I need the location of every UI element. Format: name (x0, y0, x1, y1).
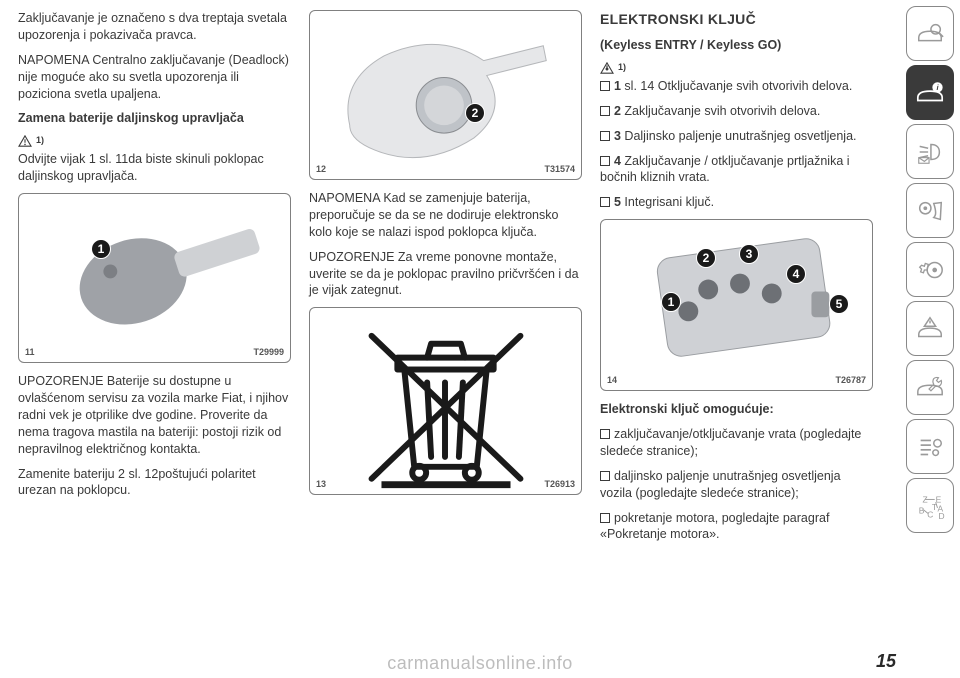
paragraph: Odvijte vijak 1 sl. 11da biste skinuli p… (18, 151, 291, 185)
list-item: 4 Zaključavanje / otključavanje prtljažn… (600, 153, 873, 187)
headlight-icon (915, 137, 945, 167)
paragraph: NAPOMENA Centralno zaključavanje (Deadlo… (18, 52, 291, 103)
list-item: 5 Integrisani ključ. (600, 194, 873, 211)
figure-11: 1 11 T29999 (18, 193, 291, 363)
sidebar-tab-inspect[interactable] (906, 6, 954, 61)
paragraph: NAPOMENA Kad se zamenjuje baterija, prep… (309, 190, 582, 241)
item-num: 5 (614, 195, 621, 209)
bullet-square-icon (600, 81, 610, 91)
bullet-square-icon (600, 471, 610, 481)
item-text: Daljinsko paljenje unutrašnjeg osvetljen… (621, 129, 857, 143)
figure-number: 13 (316, 478, 326, 490)
bullet-square-icon (600, 429, 610, 439)
car-magnifier-icon (915, 19, 945, 49)
warning-triangle-icon (18, 135, 32, 147)
figure-number: 14 (607, 374, 617, 386)
airbag-seat-icon (915, 196, 945, 226)
warning-ref: 1) (18, 135, 291, 147)
figure-code: T29999 (253, 346, 284, 358)
item-text: daljinsko paljenje unutrašnjeg osvetljen… (600, 469, 841, 500)
paragraph: Zaključavanje je označeno s dva treptaja… (18, 10, 291, 44)
item-text: Zaključavanje / otključavanje prtljažnik… (600, 154, 850, 185)
bullet-square-icon (600, 513, 610, 523)
sidebar-tab-safety[interactable] (906, 183, 954, 238)
list-item: zaključavanje/otključavanje vrata (pogle… (600, 426, 873, 460)
warning-ref: 1) (600, 62, 873, 74)
callout-2: 2 (465, 103, 485, 123)
sidebar-nav: i Z E B A C D T (906, 6, 954, 533)
figure-code: T26787 (835, 374, 866, 386)
subheading-keyless: (Keyless ENTRY / Keyless GO) (600, 37, 873, 54)
item-num: 3 (614, 129, 621, 143)
figure-13: 13 T26913 (309, 307, 582, 495)
figure-code: T31574 (544, 163, 575, 175)
sidebar-tab-driving[interactable] (906, 242, 954, 297)
paragraph: UPOZORENJE Za vreme ponovne montaže, uve… (309, 249, 582, 300)
watermark: carmanualsonline.info (0, 653, 960, 674)
figure-number: 12 (316, 163, 326, 175)
bullet-square-icon (600, 156, 610, 166)
sidebar-tab-lights[interactable] (906, 124, 954, 179)
sidebar-tab-info[interactable]: i (906, 65, 954, 120)
list-item: daljinsko paljenje unutrašnjeg osvetljen… (600, 468, 873, 502)
car-warning-icon (915, 314, 945, 344)
item-text: pokretanje motora, pogledajte paragraf «… (600, 511, 829, 542)
callout-1: 1 (91, 239, 111, 259)
list-gear-icon (915, 432, 945, 462)
sidebar-tab-warning[interactable] (906, 301, 954, 356)
key-wheel-icon (915, 255, 945, 285)
list-item: 3 Daljinsko paljenje unutrašnjeg osvetlj… (600, 128, 873, 145)
list-item: pokretanje motora, pogledajte paragraf «… (600, 510, 873, 544)
figure-13-svg (310, 308, 581, 495)
sidebar-tab-index[interactable]: Z E B A C D T (906, 478, 954, 533)
column-3: ELEKTRONSKI KLJUČ (Keyless ENTRY / Keyle… (600, 10, 873, 640)
figure-11-svg (19, 194, 290, 363)
page-number: 15 (876, 651, 896, 672)
paragraph: Zamenite bateriju 2 sl. 12poštujući pola… (18, 466, 291, 500)
list-item: 1 sl. 14 Otključavanje svih otvorivih de… (600, 78, 873, 95)
sidebar-tab-service[interactable] (906, 360, 954, 415)
index-letters-icon: Z E B A C D T (915, 491, 945, 521)
figure-number: 11 (25, 346, 35, 358)
figure-12: 2 12 T31574 (309, 10, 582, 180)
item-text: Zaključavanje svih otvorivih delova. (621, 104, 820, 118)
list-item: 2 Zaključavanje svih otvorivih delova. (600, 103, 873, 120)
footnote-ref: 1) (36, 134, 44, 146)
bullet-square-icon (600, 106, 610, 116)
page-container: Zaključavanje je označeno s dva treptaja… (0, 0, 900, 640)
heading-electronic-key: ELEKTRONSKI KLJUČ (600, 10, 873, 29)
car-wrench-icon (915, 373, 945, 403)
heading-battery-replace: Zamena baterije daljinskog upravljača (18, 110, 291, 127)
figure-code: T26913 (544, 478, 575, 490)
item-num: 2 (614, 104, 621, 118)
column-1: Zaključavanje je označeno s dva treptaja… (18, 10, 291, 640)
figure-12-svg (310, 11, 581, 180)
heading-enables: Elektronski ključ omogućuje: (600, 401, 873, 418)
item-text: sl. 14 Otključavanje svih otvorivih delo… (621, 79, 852, 93)
figure-14: 1 2 3 4 5 14 T26787 (600, 219, 873, 391)
bullet-square-icon (600, 131, 610, 141)
column-2: 2 12 T31574 NAPOMENA Kad se zamenjuje ba… (309, 10, 582, 640)
item-text: zaključavanje/otključavanje vrata (pogle… (600, 427, 861, 458)
footnote-ref: 1) (618, 61, 626, 73)
item-num: 4 (614, 154, 621, 168)
svg-text:D: D (938, 511, 944, 521)
item-num: 1 (614, 79, 621, 93)
sidebar-tab-specs[interactable] (906, 419, 954, 474)
car-info-icon: i (915, 78, 945, 108)
paragraph: UPOZORENJE Baterije su dostupne u ovlašć… (18, 373, 291, 457)
bullet-square-icon (600, 197, 610, 207)
warning-triangle-icon (600, 62, 614, 74)
item-text: Integrisani ključ. (621, 195, 714, 209)
